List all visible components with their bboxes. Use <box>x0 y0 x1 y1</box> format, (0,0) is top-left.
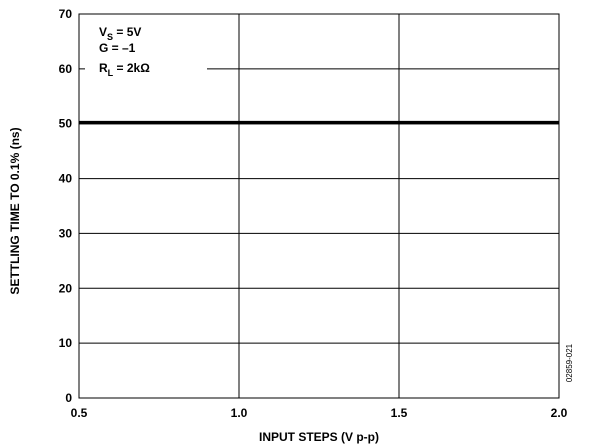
annotation-background <box>85 20 207 86</box>
y-tick-label: 30 <box>59 226 73 240</box>
x-tick-label: 1.0 <box>231 406 248 420</box>
rl-subscript: L <box>108 68 114 78</box>
conditions-annotation: VS = 5V G = –1 RL = 2kΩ <box>85 20 207 86</box>
y-tick-label: 60 <box>59 62 73 76</box>
rl-symbol: R <box>99 61 108 75</box>
y-tick-label: 70 <box>59 7 73 21</box>
y-tick-labels: 0 10 20 30 40 50 60 70 <box>59 7 73 405</box>
x-axis-title: INPUT STEPS (V p-p) <box>259 430 379 444</box>
vs-subscript: S <box>107 32 113 42</box>
x-tick-labels: 0.5 1.0 1.5 2.0 <box>71 406 568 420</box>
supply-voltage-label: VS = 5V <box>99 25 141 42</box>
x-tick-label: 0.5 <box>71 406 88 420</box>
vs-symbol: V <box>99 25 107 39</box>
load-resistance-label: RL = 2kΩ <box>99 61 150 78</box>
plot-frame <box>78 13 560 399</box>
y-tick-label: 10 <box>59 336 73 350</box>
y-tick-label: 0 <box>65 391 72 405</box>
y-tick-label: 40 <box>59 172 73 186</box>
x-tick-label: 1.5 <box>391 406 408 420</box>
y-tick-label: 20 <box>59 281 73 295</box>
y-axis-title: SETTLING TIME TO 0.1% (ns) <box>8 127 22 294</box>
rl-value: = 2kΩ <box>113 61 150 75</box>
vs-value: = 5V <box>113 25 141 39</box>
x-tick-label: 2.0 <box>551 406 568 420</box>
gain-label: G = –1 <box>99 41 136 55</box>
y-tick-label: 50 <box>59 117 73 131</box>
figure-id: 02859-021 <box>565 343 574 382</box>
